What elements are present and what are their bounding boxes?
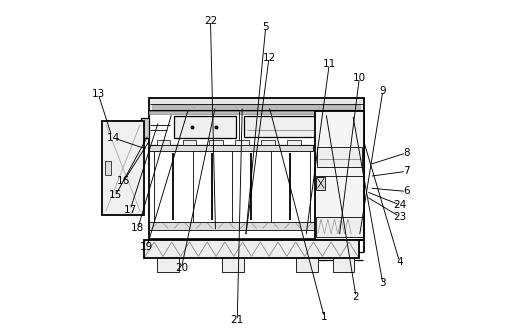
Bar [244, 116, 333, 137]
Text: 11: 11 [323, 59, 336, 69]
Bar [319, 105, 360, 110]
Text: 3: 3 [380, 279, 386, 288]
Bar [316, 216, 363, 237]
Bar [103, 121, 143, 215]
Bar [149, 144, 313, 151]
Text: 13: 13 [92, 89, 105, 99]
Bar [157, 258, 179, 272]
Text: 21: 21 [231, 315, 244, 325]
Text: 10: 10 [353, 73, 366, 83]
Bar [149, 221, 315, 230]
Bar [235, 140, 249, 145]
Bar [143, 240, 359, 258]
Bar [262, 140, 275, 145]
Bar [209, 140, 223, 145]
Bar [194, 105, 235, 110]
Text: 5: 5 [263, 23, 269, 33]
Text: 16: 16 [117, 176, 130, 186]
Bar [174, 116, 236, 138]
Text: 19: 19 [140, 242, 153, 252]
Text: 6: 6 [403, 186, 410, 197]
Text: 9: 9 [380, 86, 386, 96]
Bar [318, 147, 362, 167]
Bar [316, 177, 325, 190]
Text: 14: 14 [107, 133, 120, 143]
Text: 20: 20 [175, 263, 188, 274]
Bar [105, 161, 111, 175]
Text: 1: 1 [321, 312, 327, 322]
Text: 23: 23 [393, 212, 406, 221]
Bar [183, 140, 196, 145]
Text: 4: 4 [396, 257, 403, 267]
Text: 17: 17 [124, 205, 137, 215]
Text: 8: 8 [403, 148, 410, 158]
Bar [141, 118, 149, 138]
Bar [152, 105, 193, 110]
Text: 7: 7 [403, 166, 410, 176]
Bar [313, 140, 327, 145]
Bar [315, 111, 364, 240]
Text: 18: 18 [131, 223, 145, 233]
Text: 22: 22 [204, 16, 217, 26]
Text: 15: 15 [109, 190, 122, 200]
Text: 12: 12 [263, 52, 276, 62]
Bar [157, 140, 170, 145]
Bar [287, 140, 301, 145]
Text: 2: 2 [353, 292, 359, 302]
Text: 24: 24 [393, 200, 406, 210]
Bar [333, 258, 354, 272]
Bar [236, 105, 277, 110]
Bar [278, 105, 318, 110]
Bar [222, 258, 244, 272]
Bar [296, 258, 318, 272]
Bar [149, 111, 364, 240]
Bar [149, 111, 364, 115]
Bar [149, 98, 364, 111]
